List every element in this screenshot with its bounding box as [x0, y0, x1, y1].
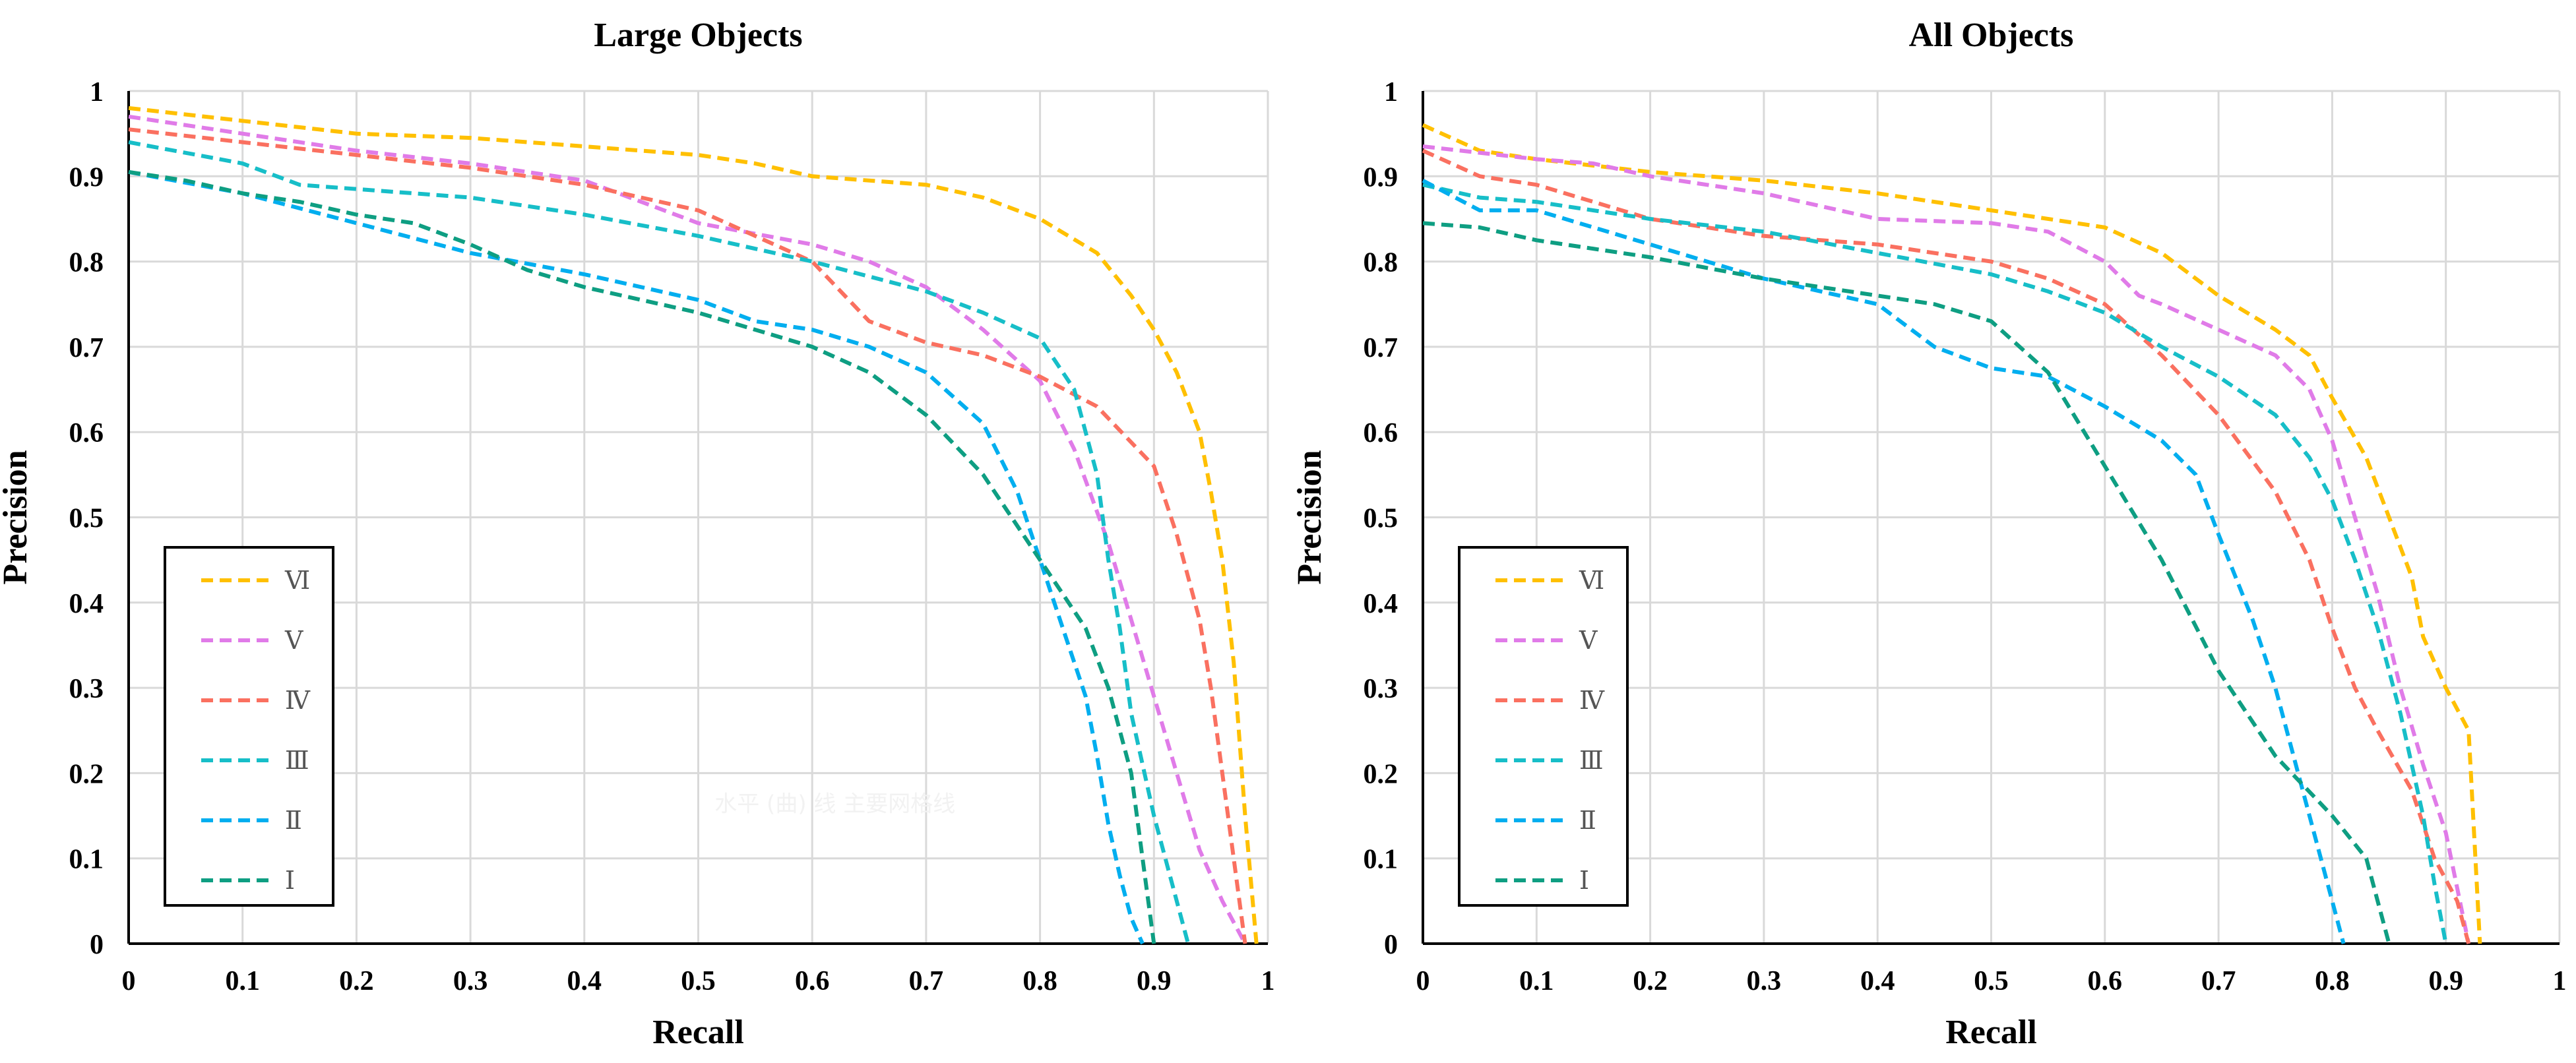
- legend-label: Ⅵ: [1579, 567, 1604, 595]
- x-tick-label: 0.3: [1747, 966, 1782, 996]
- x-tick-label: 0.1: [225, 966, 260, 996]
- y-tick-label: 0.1: [1364, 845, 1398, 875]
- y-tick-label: 0.9: [69, 162, 104, 193]
- x-tick-label: 0.9: [2428, 966, 2463, 996]
- chart-title: Large Objects: [594, 16, 802, 54]
- series-line-Ⅱ: [1422, 179, 2346, 944]
- legend-box: [1458, 546, 1629, 907]
- x-axis-label: Recall: [652, 1014, 744, 1051]
- legend-label: Ⅱ: [285, 807, 302, 835]
- series-line-Ⅳ: [1422, 148, 2471, 944]
- y-axis-label: Precision: [1291, 450, 1329, 584]
- y-tick-label: 0.8: [69, 248, 104, 278]
- series-line-Ⅵ: [1422, 123, 2482, 944]
- x-axis-label: Recall: [1945, 1014, 2037, 1051]
- series-line-Ⅳ: [128, 127, 1247, 944]
- y-tick-label: 0.5: [69, 504, 104, 534]
- series-line-Ⅲ: [128, 140, 1190, 944]
- x-tick-label: 0.5: [1974, 966, 2009, 996]
- y-tick-label: 1: [1384, 77, 1398, 107]
- x-tick-label: 0.4: [567, 966, 602, 996]
- x-tick-label: 1: [2553, 966, 2567, 996]
- chart-panel-1: 0 0.1 0.2 0.3 0.4 0.5 0.6 0.7 0.8 0.9 1 0 0.1 0.2 0.3 0…: [0, 16, 1275, 1051]
- y-tick-label: 0.8: [1364, 248, 1398, 278]
- x-tick-label: 0.8: [1022, 966, 1057, 996]
- y-tick-label: 0.7: [1364, 333, 1398, 363]
- legend-label: Ⅲ: [285, 747, 309, 775]
- x-tick-label: 0.1: [1519, 966, 1554, 996]
- legend-box: [164, 546, 334, 907]
- x-tick-label: 0.6: [2088, 966, 2123, 996]
- legend-label: Ⅵ: [284, 567, 310, 595]
- legend-label: Ⅲ: [1579, 747, 1604, 775]
- watermark-text: 水平 (曲) 线 主要网格线: [714, 791, 955, 818]
- chart-title: All Objects: [1909, 16, 2074, 54]
- y-tick-label: 0.1: [69, 845, 104, 875]
- x-tick-label: 0.7: [909, 966, 944, 996]
- legend-label: Ⅱ: [1579, 807, 1596, 835]
- x-tick-label: 0.6: [795, 966, 830, 996]
- chart-panel-2: 0 0.1 0.2 0.3 0.4 0.5 0.6 0.7 0.8 0.9 1 0 0.1 0.2 0.3 0…: [1291, 16, 2567, 1051]
- y-tick-label: 0.2: [1364, 759, 1398, 789]
- x-tick-label: 0.2: [1633, 966, 1668, 996]
- x-tick-label: 0.9: [1137, 966, 1172, 996]
- x-tick-label: 0.7: [2201, 966, 2236, 996]
- x-tick-label: 0: [1416, 966, 1430, 996]
- series-line-Ⅴ: [1422, 144, 2471, 944]
- y-axis-label: Precision: [0, 450, 34, 584]
- y-tick-label: 0.7: [69, 333, 104, 363]
- legend-label: Ⅳ: [1579, 687, 1605, 715]
- legend-label: Ⅰ: [285, 867, 295, 895]
- y-tick-label: 0.4: [69, 589, 104, 619]
- y-tick-label: 0.4: [1364, 589, 1398, 619]
- legend: Ⅵ Ⅴ Ⅳ Ⅲ Ⅱ Ⅰ: [164, 546, 334, 907]
- y-tick-label: 0.9: [1364, 162, 1398, 193]
- y-tick-label: 1: [90, 77, 104, 107]
- series-line-Ⅴ: [128, 114, 1247, 945]
- x-tick-label: 0.3: [453, 966, 488, 996]
- x-tick-label: 0.8: [2315, 966, 2350, 996]
- y-tick-label: 0: [1384, 930, 1398, 960]
- series-line-Ⅱ: [128, 169, 1145, 945]
- series-line-Ⅲ: [1422, 183, 2448, 944]
- series-line-Ⅰ: [128, 169, 1156, 944]
- legend-label: Ⅰ: [1579, 867, 1589, 895]
- series-group: [128, 106, 1259, 945]
- x-tick-label: 0.2: [339, 966, 374, 996]
- y-tick-label: 0.3: [69, 674, 104, 704]
- y-tick-label: 0: [90, 930, 104, 960]
- y-tick-label: 0.3: [1364, 674, 1398, 704]
- legend-label: Ⅴ: [284, 627, 303, 655]
- x-tick-label: 1: [1261, 966, 1275, 996]
- legend: Ⅵ Ⅴ Ⅳ Ⅲ Ⅱ Ⅰ: [1458, 546, 1629, 907]
- y-tick-label: 0.5: [1364, 504, 1398, 534]
- series-group: [1422, 123, 2482, 944]
- y-tick-label: 0.6: [69, 418, 104, 448]
- x-tick-label: 0.5: [681, 966, 716, 996]
- y-tick-label: 0.6: [1364, 418, 1398, 448]
- y-tick-label: 0.2: [69, 759, 104, 789]
- legend-label: Ⅴ: [1579, 627, 1598, 655]
- series-line-Ⅵ: [128, 106, 1259, 944]
- x-tick-label: 0: [122, 966, 136, 996]
- legend-label: Ⅳ: [285, 687, 311, 715]
- series-line-Ⅰ: [1422, 221, 2391, 944]
- gridlines: [1423, 90, 2561, 944]
- x-tick-label: 0.4: [1860, 966, 1895, 996]
